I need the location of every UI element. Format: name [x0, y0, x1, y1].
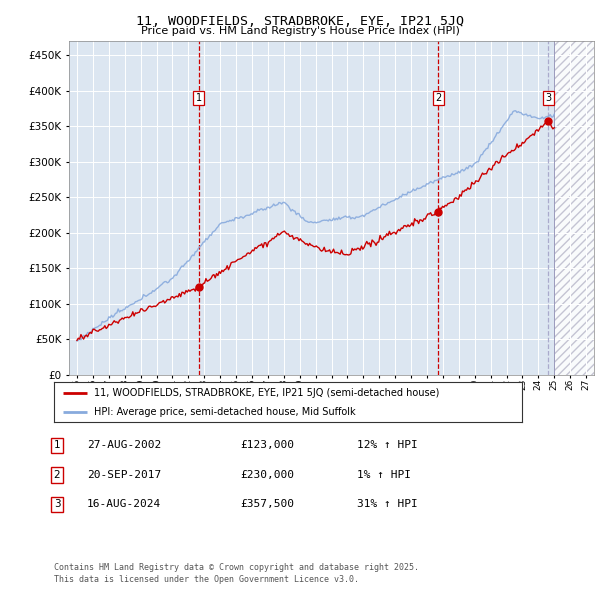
Text: 11, WOODFIELDS, STRADBROKE, EYE, IP21 5JQ: 11, WOODFIELDS, STRADBROKE, EYE, IP21 5J… — [136, 15, 464, 28]
Bar — [554, 41, 594, 375]
Text: 27-AUG-2002: 27-AUG-2002 — [87, 441, 161, 450]
Text: 1: 1 — [53, 441, 61, 450]
Text: 2: 2 — [435, 93, 442, 103]
Text: £123,000: £123,000 — [240, 441, 294, 450]
Text: 31% ↑ HPI: 31% ↑ HPI — [357, 500, 418, 509]
Text: HPI: Average price, semi-detached house, Mid Suffolk: HPI: Average price, semi-detached house,… — [94, 407, 355, 417]
Text: Price paid vs. HM Land Registry's House Price Index (HPI): Price paid vs. HM Land Registry's House … — [140, 26, 460, 36]
Text: 20-SEP-2017: 20-SEP-2017 — [87, 470, 161, 480]
Text: 3: 3 — [545, 93, 551, 103]
Text: 1% ↑ HPI: 1% ↑ HPI — [357, 470, 411, 480]
Text: 12% ↑ HPI: 12% ↑ HPI — [357, 441, 418, 450]
Text: £230,000: £230,000 — [240, 470, 294, 480]
Text: 3: 3 — [53, 500, 61, 509]
Text: 1: 1 — [196, 93, 202, 103]
Text: 2: 2 — [53, 470, 61, 480]
Text: 16-AUG-2024: 16-AUG-2024 — [87, 500, 161, 509]
Text: 11, WOODFIELDS, STRADBROKE, EYE, IP21 5JQ (semi-detached house): 11, WOODFIELDS, STRADBROKE, EYE, IP21 5J… — [94, 388, 439, 398]
Text: £357,500: £357,500 — [240, 500, 294, 509]
Text: Contains HM Land Registry data © Crown copyright and database right 2025.
This d: Contains HM Land Registry data © Crown c… — [54, 563, 419, 584]
